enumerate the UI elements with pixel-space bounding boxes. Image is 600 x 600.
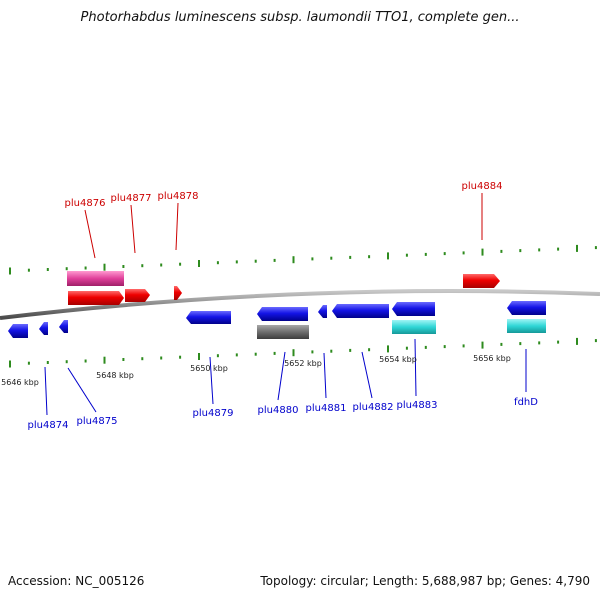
reverse-features (8, 301, 546, 339)
reverse-gene-labels: plu4874 plu4875 plu4879 plu4880 plu4881 … (28, 338, 538, 431)
gene-plu4882[interactable] (332, 304, 389, 318)
accession-label: Accession: NC_005126 (8, 574, 145, 588)
genome-title: Photorhabdus luminescens subsp. laumondi… (80, 10, 520, 25)
label-plu4874[interactable]: plu4874 (28, 420, 69, 431)
scale-labels: 5646 kbp 5648 kbp 5650 kbp 5652 kbp 5654… (1, 354, 511, 387)
forward-features (67, 271, 500, 305)
label-fdhD[interactable]: fdhD (514, 397, 538, 408)
gene-plu4874[interactable] (8, 324, 28, 338)
label-plu4875[interactable]: plu4875 (77, 416, 118, 427)
gene-plu4878[interactable] (174, 286, 182, 300)
gene-plu4875-b[interactable] (59, 320, 68, 333)
scale-label-5648: 5648 kbp (96, 371, 134, 380)
gene-plu4881[interactable] (318, 305, 327, 318)
forward-tick-marks (9, 244, 597, 275)
feature-magenta[interactable] (67, 271, 124, 286)
forward-gene-labels: plu4876 plu4877 plu4878 plu4884 (65, 181, 503, 259)
label-plu4879[interactable]: plu4879 (193, 408, 234, 419)
gene-plu4880[interactable] (257, 307, 308, 321)
reverse-tick-marks (9, 337, 597, 368)
gene-plu4883[interactable] (392, 302, 435, 316)
label-plu4883[interactable]: plu4883 (397, 400, 438, 411)
scale-label-5656: 5656 kbp (473, 354, 511, 363)
gene-fdhD[interactable] (507, 301, 546, 315)
gene-plu4884[interactable] (463, 274, 500, 288)
label-plu4882[interactable]: plu4882 (353, 402, 394, 413)
label-plu4884[interactable]: plu4884 (462, 181, 503, 192)
gene-plu4879[interactable] (186, 311, 231, 324)
gene-plu4875-a[interactable] (39, 322, 48, 335)
label-plu4876[interactable]: plu4876 (65, 198, 106, 209)
gene-plu4876[interactable] (68, 291, 124, 305)
scale-label-5652: 5652 kbp (284, 359, 322, 368)
label-plu4881[interactable]: plu4881 (306, 403, 347, 414)
label-plu4880[interactable]: plu4880 (258, 405, 299, 416)
label-plu4877[interactable]: plu4877 (111, 193, 152, 204)
feature-cyan-plu4883[interactable] (392, 320, 436, 334)
scale-label-5654: 5654 kbp (379, 355, 417, 364)
label-plu4878[interactable]: plu4878 (158, 191, 199, 202)
chromosome-backbone (0, 289, 600, 320)
scale-label-5650: 5650 kbp (190, 364, 228, 373)
feature-cyan-fdhD[interactable] (507, 319, 546, 333)
scale-label-5646: 5646 kbp (1, 378, 39, 387)
gene-plu4877[interactable] (125, 289, 150, 302)
genome-summary: Topology: circular; Length: 5,688,987 bp… (260, 574, 590, 588)
feature-gray[interactable] (257, 325, 309, 339)
